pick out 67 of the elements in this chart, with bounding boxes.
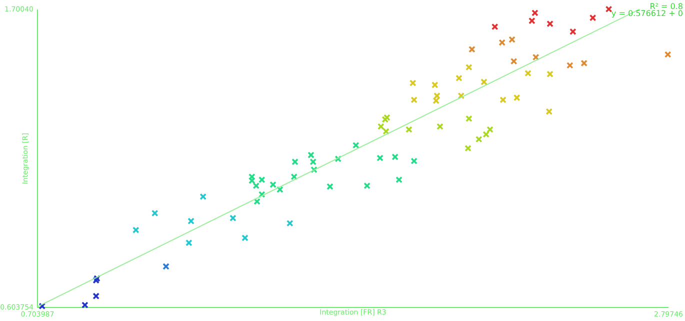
point — [292, 158, 298, 165]
point — [524, 70, 532, 76]
annotation: y = 0.576612 + 0 — [611, 9, 683, 18]
point — [364, 182, 370, 189]
point — [500, 96, 506, 104]
point — [132, 226, 140, 234]
point — [376, 154, 384, 162]
point — [528, 18, 536, 24]
point — [230, 214, 236, 222]
point — [308, 152, 314, 158]
point — [466, 64, 472, 70]
point — [664, 51, 672, 58]
point — [92, 292, 100, 300]
point — [532, 10, 538, 16]
point — [270, 181, 276, 188]
point — [396, 176, 402, 183]
point — [378, 123, 384, 130]
point — [492, 24, 498, 30]
point — [382, 128, 390, 135]
annotation: R² = 0.8 — [650, 2, 683, 11]
point — [514, 94, 520, 101]
point — [352, 142, 360, 148]
point — [310, 158, 316, 165]
point — [434, 92, 440, 99]
point — [326, 183, 334, 190]
point — [580, 60, 588, 66]
point — [188, 218, 194, 224]
point — [466, 115, 472, 122]
point — [590, 14, 596, 21]
point — [258, 176, 266, 183]
point — [242, 234, 248, 242]
point — [392, 154, 398, 160]
point — [252, 182, 260, 189]
point — [476, 136, 482, 142]
point — [162, 263, 170, 270]
point — [186, 240, 192, 246]
point — [200, 193, 206, 200]
point — [432, 82, 438, 88]
point — [276, 186, 284, 193]
point — [410, 158, 418, 164]
point — [482, 131, 490, 138]
point — [286, 220, 294, 226]
point — [464, 145, 472, 152]
point — [436, 123, 444, 130]
point — [410, 96, 418, 104]
point — [486, 126, 494, 133]
point — [432, 98, 440, 104]
point — [566, 62, 574, 69]
point — [570, 28, 576, 35]
point — [248, 177, 256, 184]
point — [508, 36, 516, 43]
point — [290, 174, 298, 180]
point — [606, 6, 612, 12]
point — [254, 198, 260, 205]
point — [152, 210, 158, 216]
point — [510, 58, 517, 64]
point — [456, 74, 462, 82]
point — [410, 80, 416, 86]
point — [406, 126, 412, 133]
point — [480, 78, 488, 86]
point — [498, 39, 506, 46]
point — [546, 20, 554, 27]
point — [468, 46, 476, 52]
point — [546, 70, 554, 78]
point — [82, 302, 88, 308]
point — [546, 108, 552, 115]
point — [532, 54, 540, 60]
